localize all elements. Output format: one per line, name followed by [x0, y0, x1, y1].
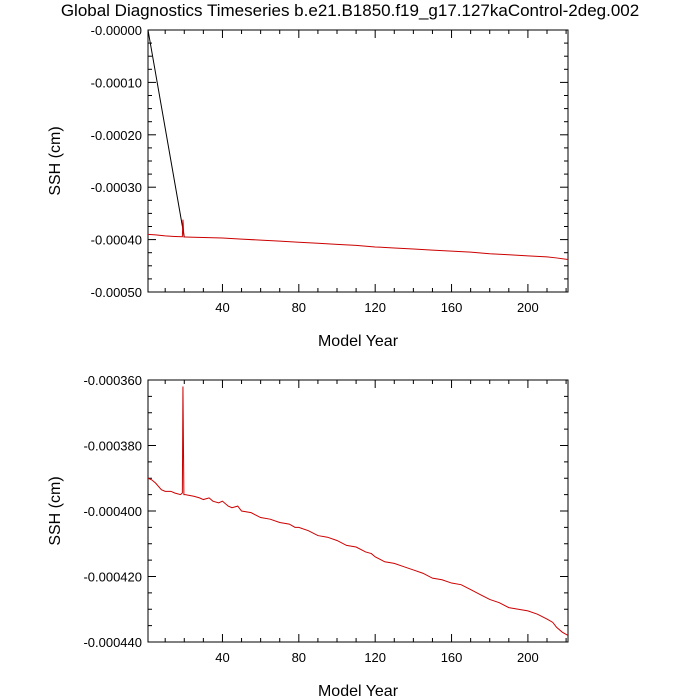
top-x-tick-label-3: 160 — [441, 300, 463, 315]
top-plot: 40 80 120 160 200 -0.00050 -0.00040 -0.00030 -0.… — [47, 23, 569, 350]
bottom-x-tick-label-0: 40 — [215, 650, 229, 665]
bottom-y-axis-title: SSH (cm) — [47, 476, 64, 545]
top-y-tick-label-5: -0.00000 — [91, 23, 142, 38]
top-plot-frame — [147, 29, 569, 293]
bottom-y-tick-label-1: -0.000420 — [83, 570, 142, 585]
figure-title: Global Diagnostics Timeseries b.e21.B185… — [60, 1, 640, 20]
bottom-plot: 40 80 120 160 200 -0.000440 -0.000420 -0.000400… — [47, 373, 569, 700]
top-y-tick-label-3: -0.00020 — [91, 128, 142, 143]
top-x-tick-label-0: 40 — [215, 300, 229, 315]
bottom-x-axis-title: Model Year — [318, 683, 399, 700]
top-series-line-1 — [148, 219, 568, 261]
bottom-x-tick-label-4: 200 — [517, 650, 539, 665]
bottom-x-tick-label-1: 80 — [292, 650, 306, 665]
top-x-tick-label-2: 120 — [364, 300, 386, 315]
bottom-y-tick-label-4: -0.000360 — [83, 373, 142, 388]
bottom-x-tick-label-3: 160 — [441, 650, 463, 665]
bottom-y-tick-label-2: -0.000400 — [83, 504, 142, 519]
top-y-tick-label-1: -0.00040 — [91, 233, 142, 248]
top-y-tick-label-2: -0.00030 — [91, 180, 142, 195]
top-y-tick-label-0: -0.00050 — [91, 285, 142, 300]
top-x-tick-label-1: 80 — [292, 300, 306, 315]
top-x-tick-label-4: 200 — [517, 300, 539, 315]
top-series-line-0 — [148, 30, 186, 238]
top-x-axis-title: Model Year — [318, 333, 399, 350]
top-y-tick-label-4: -0.00010 — [91, 75, 142, 90]
top-y-axis-title: SSH (cm) — [47, 126, 64, 195]
bottom-y-tick-label-0: -0.000440 — [83, 635, 142, 650]
bottom-x-tick-label-2: 120 — [364, 650, 386, 665]
bottom-y-tick-label-3: -0.000380 — [83, 439, 142, 454]
bottom-series-line-0 — [148, 386, 568, 636]
bottom-plot-frame — [147, 379, 569, 643]
